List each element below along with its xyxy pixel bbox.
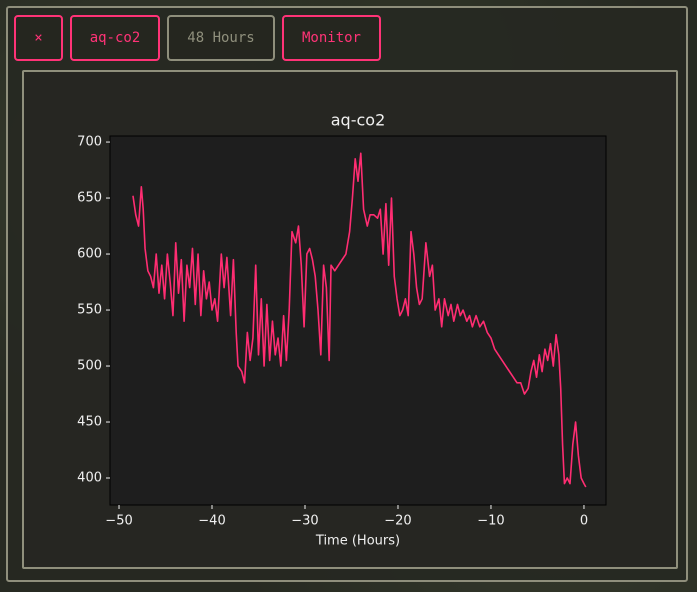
x-axis-label: Time (Hours) — [315, 534, 400, 549]
plot-area — [109, 135, 607, 506]
y-tick-label: 450 — [77, 415, 102, 430]
y-tick-label: 700 — [77, 135, 102, 150]
x-tick-label: −30 — [291, 514, 318, 529]
y-tick-label: 400 — [77, 471, 102, 486]
monitor-button[interactable]: Monitor — [282, 15, 381, 61]
x-tick-label: −10 — [477, 514, 504, 529]
range-button[interactable]: 48 Hours — [167, 15, 275, 61]
x-tick-label: 0 — [580, 514, 588, 529]
y-tick-label: 600 — [77, 247, 102, 262]
sensor-button[interactable]: aq-co2 — [70, 15, 160, 61]
x-tick-label: −50 — [105, 514, 132, 529]
y-tick-label: 500 — [77, 359, 102, 374]
close-button[interactable]: × — [14, 15, 63, 61]
chart-title: aq-co2 — [331, 111, 386, 130]
y-tick-label: 550 — [77, 303, 102, 318]
y-tick-label: 650 — [77, 191, 102, 206]
x-tick-label: −20 — [384, 514, 411, 529]
data-line — [132, 152, 587, 488]
x-tick-label: −40 — [198, 514, 225, 529]
